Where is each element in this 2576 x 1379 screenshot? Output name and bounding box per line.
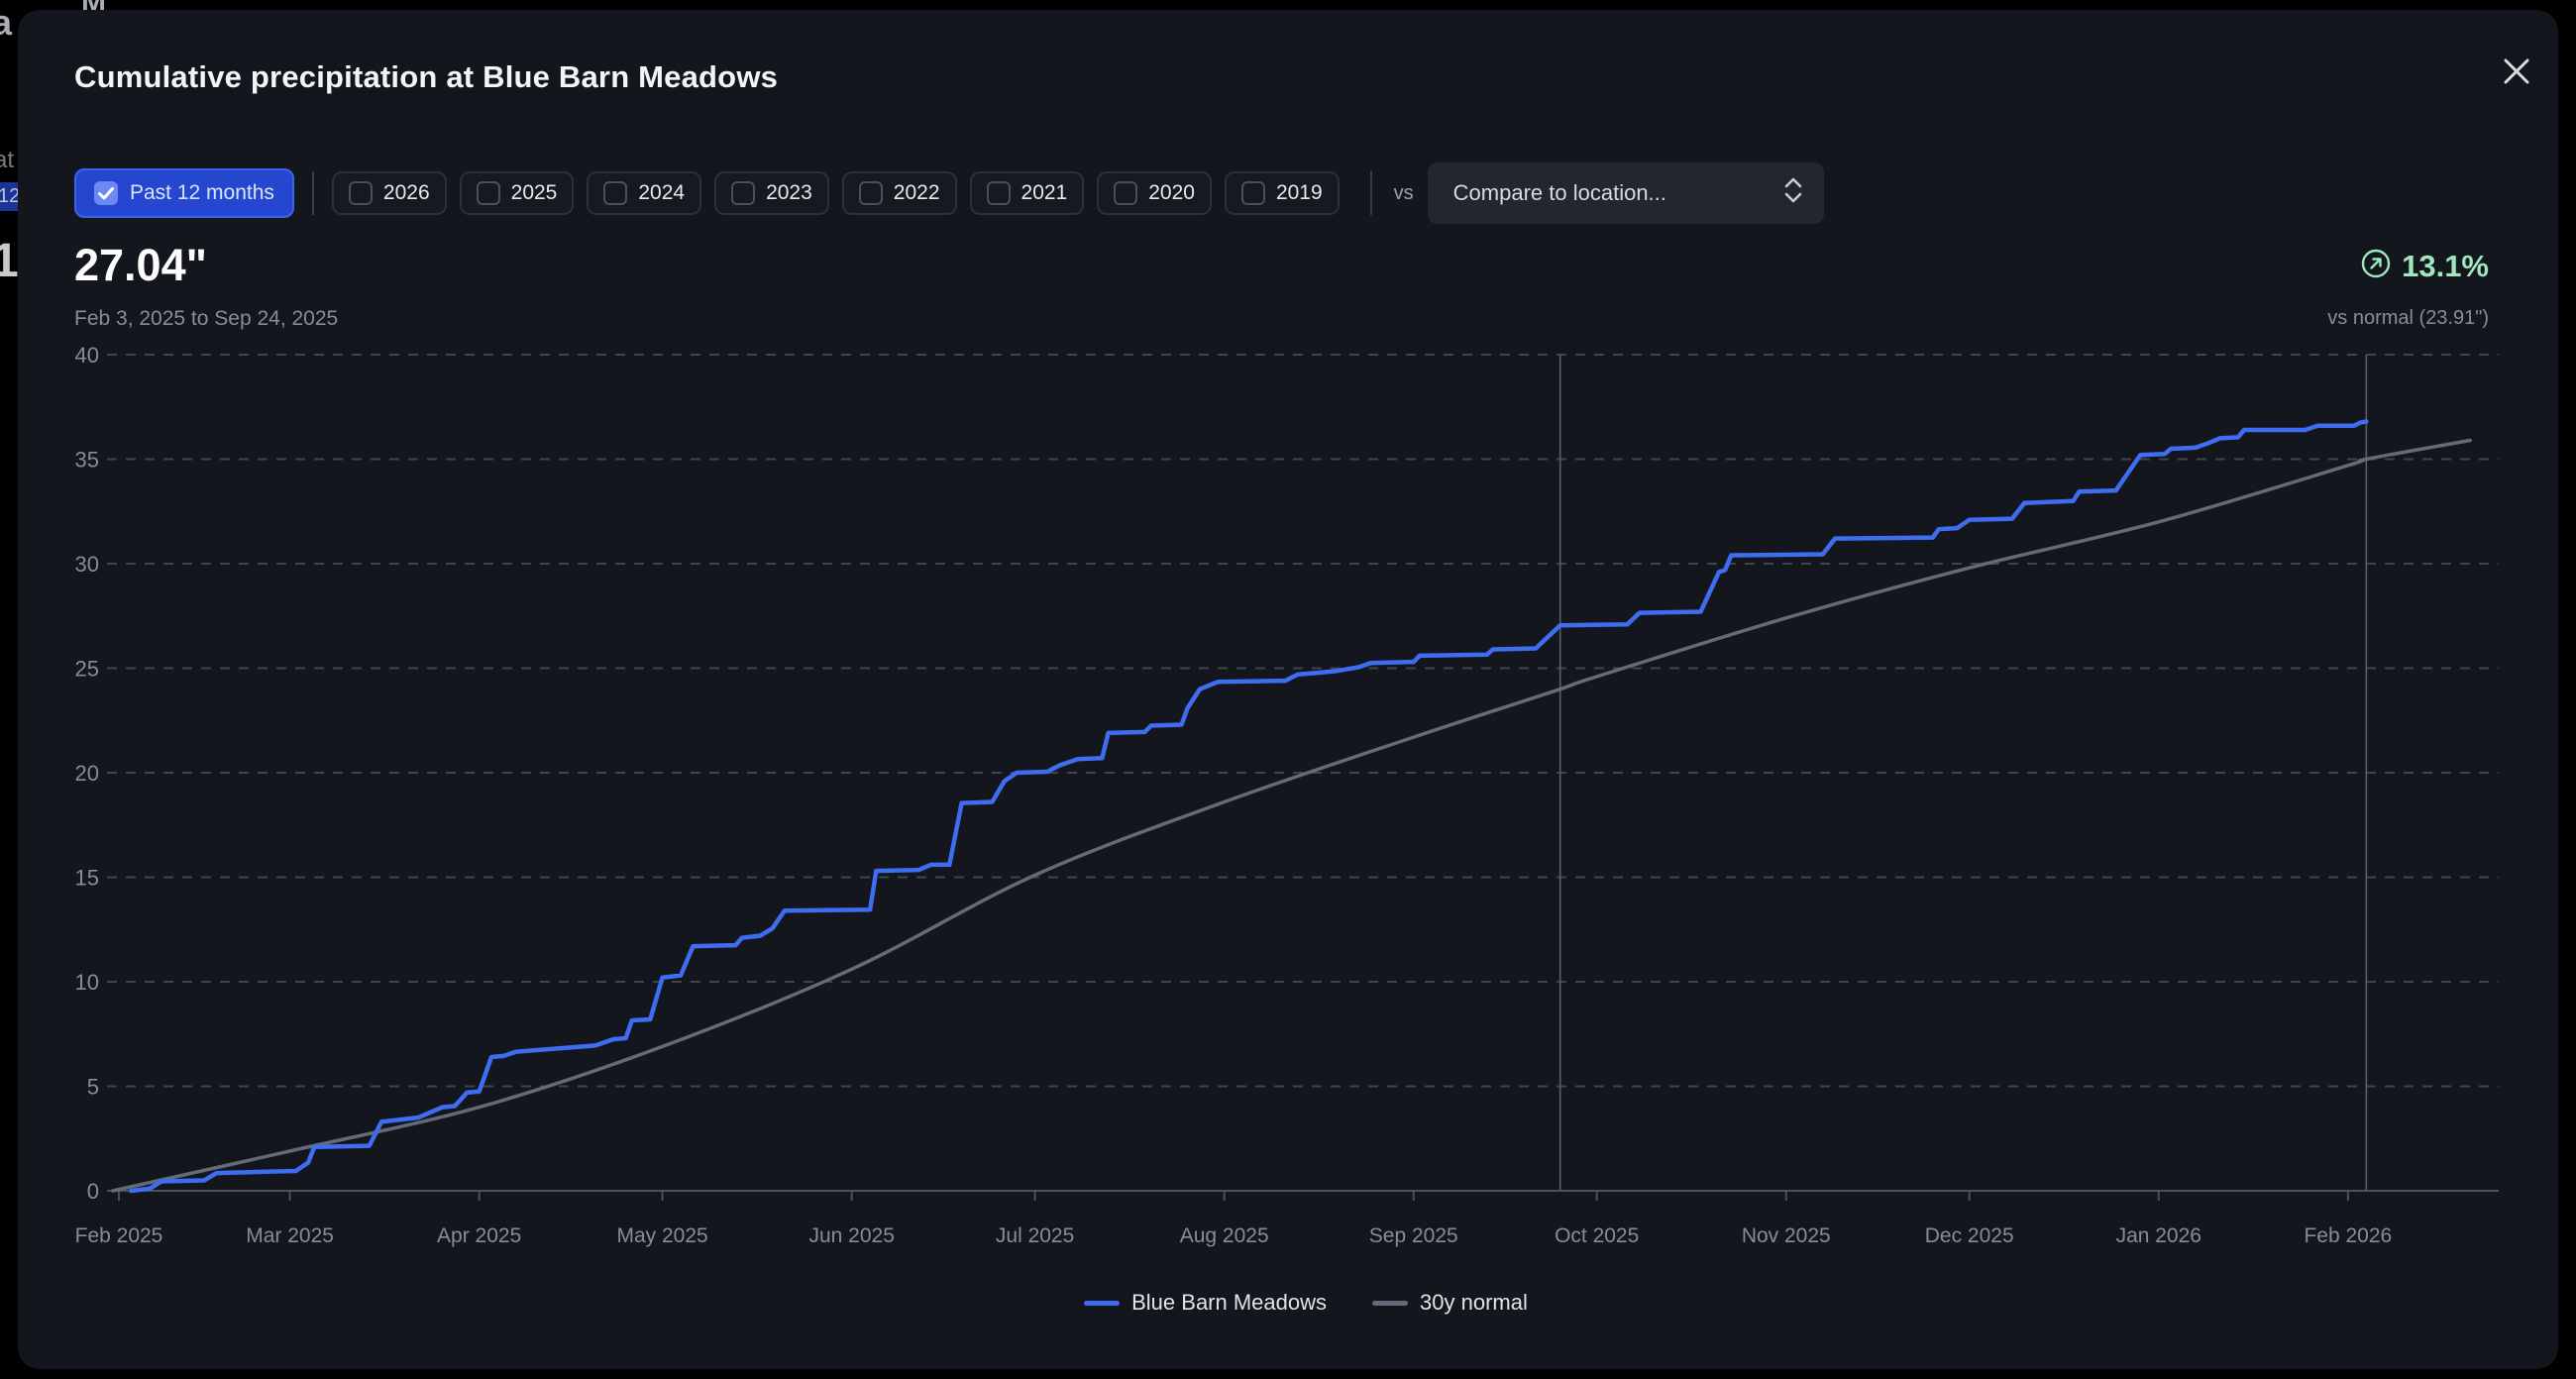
- date-range-label: Feb 3, 2025 to Sep 24, 2025: [74, 307, 339, 330]
- svg-text:25: 25: [75, 657, 99, 682]
- svg-text:5: 5: [87, 1075, 99, 1100]
- past-12-months-button[interactable]: Past 12 months: [74, 168, 294, 218]
- modal-title: Cumulative precipitation at Blue Barn Me…: [74, 59, 779, 94]
- compare-location-placeholder: Compare to location...: [1452, 180, 1666, 205]
- svg-text:Apr 2025: Apr 2025: [437, 1224, 521, 1247]
- svg-text:35: 35: [75, 448, 99, 473]
- year-filter-button[interactable]: 2025: [459, 171, 575, 215]
- checkbox-unchecked-icon: [858, 181, 883, 205]
- svg-text:Feb 2025: Feb 2025: [75, 1224, 163, 1247]
- past-12-months-label: Past 12 months: [130, 181, 274, 204]
- checkbox-unchecked-icon: [476, 181, 500, 205]
- year-filter-label: 2024: [638, 181, 686, 204]
- svg-text:Feb 2026: Feb 2026: [2304, 1224, 2392, 1247]
- compare-location-select[interactable]: Compare to location...: [1427, 162, 1824, 224]
- filter-separator: [1369, 171, 1372, 215]
- svg-text:30: 30: [75, 552, 99, 577]
- background-text-fragment: at: [0, 147, 15, 173]
- filter-separator: [311, 171, 314, 215]
- checkbox-unchecked-icon: [348, 181, 373, 205]
- year-filter-label: 2019: [1275, 181, 1323, 204]
- svg-text:Nov 2025: Nov 2025: [1742, 1224, 1831, 1247]
- vs-normal-label: vs normal (23.91"): [2327, 307, 2489, 329]
- year-filter-label: 2025: [510, 181, 558, 204]
- year-filter-button[interactable]: 2022: [841, 171, 957, 215]
- background-text-fragment: 1: [0, 235, 19, 287]
- checkbox-unchecked-icon: [603, 181, 628, 205]
- delta-vs-normal: 13.1%: [2360, 248, 2489, 284]
- legend-label: 30y normal: [1420, 1290, 1528, 1315]
- legend-line-swatch: [1372, 1300, 1409, 1306]
- checkbox-unchecked-icon: [1114, 181, 1138, 205]
- close-button[interactable]: [2493, 50, 2540, 97]
- legend-item: Blue Barn Meadows: [1084, 1290, 1327, 1316]
- legend-line-swatch: [1084, 1300, 1121, 1306]
- background-text-fragment: a: [0, 2, 13, 43]
- svg-text:Aug 2025: Aug 2025: [1180, 1224, 1269, 1247]
- svg-text:Dec 2025: Dec 2025: [1925, 1224, 2014, 1247]
- year-filter-label: 2020: [1148, 181, 1195, 204]
- svg-text:15: 15: [75, 866, 99, 891]
- svg-text:20: 20: [75, 761, 99, 786]
- checkbox-unchecked-icon: [986, 181, 1011, 205]
- year-filter-label: 2026: [382, 181, 430, 204]
- svg-text:Sep 2025: Sep 2025: [1369, 1224, 1458, 1247]
- svg-text:10: 10: [75, 970, 99, 995]
- close-icon: [2500, 54, 2533, 93]
- year-filter-button[interactable]: 2019: [1224, 171, 1340, 215]
- checkbox-checked-icon: [94, 181, 118, 205]
- year-filter-button[interactable]: 2021: [969, 171, 1085, 215]
- arrow-up-right-circle-icon: [2360, 248, 2392, 284]
- vs-label: vs: [1393, 181, 1414, 204]
- precipitation-modal: Cumulative precipitation at Blue Barn Me…: [18, 10, 2558, 1369]
- legend-item: 30y normal: [1372, 1290, 1528, 1316]
- delta-percent: 13.1%: [2402, 248, 2489, 283]
- svg-text:0: 0: [87, 1179, 99, 1204]
- chart-legend: Blue Barn Meadows 30y normal: [18, 1290, 2576, 1316]
- svg-text:May 2025: May 2025: [616, 1224, 707, 1247]
- checkbox-unchecked-icon: [731, 181, 756, 205]
- year-filter-button[interactable]: 2026: [331, 171, 447, 215]
- year-filter-button[interactable]: 2024: [587, 171, 702, 215]
- year-filter-button[interactable]: 2020: [1097, 171, 1212, 215]
- svg-text:40: 40: [75, 343, 99, 368]
- year-buttons-group: 2026 2025 2024 2023 2022 2021 2020 2019: [331, 171, 1352, 215]
- year-filter-button[interactable]: 2023: [714, 171, 829, 215]
- checkbox-unchecked-icon: [1240, 181, 1265, 205]
- svg-text:Jan 2026: Jan 2026: [2116, 1224, 2201, 1247]
- filter-row: Past 12 months 2026 2025 2024 2023 2022 …: [74, 160, 1824, 226]
- legend-label: Blue Barn Meadows: [1131, 1290, 1328, 1315]
- year-filter-label: 2023: [766, 181, 812, 204]
- total-precipitation-value: 27.04": [74, 240, 207, 290]
- chevron-up-down-icon: [1782, 175, 1804, 211]
- year-filter-label: 2022: [893, 181, 940, 204]
- svg-text:Oct 2025: Oct 2025: [1555, 1224, 1639, 1247]
- svg-text:Jul 2025: Jul 2025: [996, 1224, 1074, 1247]
- svg-text:Mar 2025: Mar 2025: [246, 1224, 334, 1247]
- year-filter-label: 2021: [1020, 181, 1068, 204]
- svg-text:Jun 2025: Jun 2025: [808, 1224, 894, 1247]
